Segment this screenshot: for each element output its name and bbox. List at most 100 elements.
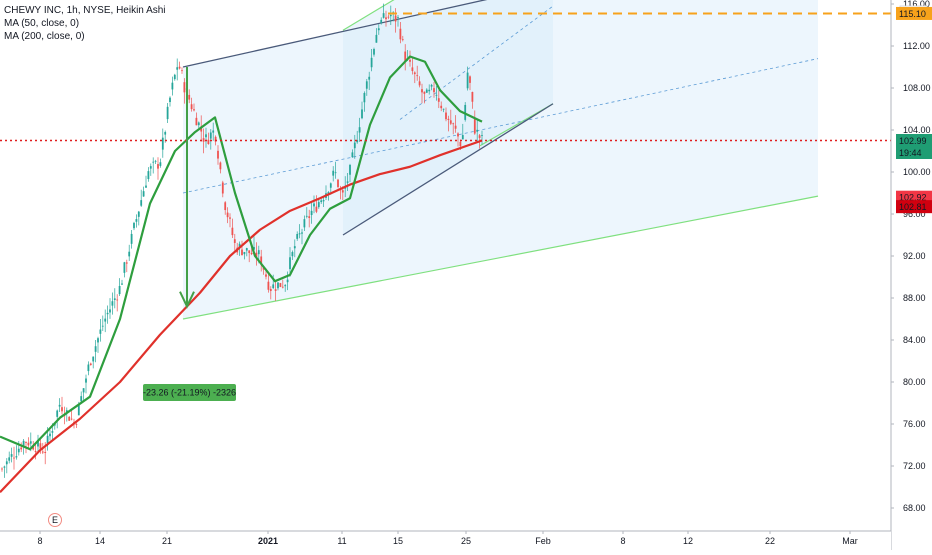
- candle-body: [433, 88, 435, 93]
- candle-body: [382, 13, 385, 18]
- event-marker-icon[interactable]: [48, 513, 62, 527]
- upper-median-line: [399, 5, 554, 120]
- ma200-legend[interactable]: MA (200, close, 0): [4, 31, 85, 42]
- candle-body: [313, 203, 315, 207]
- candle-body: [301, 232, 303, 234]
- wedge-upper-line[interactable]: [182, 0, 490, 68]
- candle-body: [389, 14, 392, 17]
- time-tick-label: 2021: [258, 536, 278, 546]
- candle-body: [85, 378, 87, 383]
- candle-body: [197, 122, 200, 126]
- candle-body: [217, 150, 219, 159]
- candle-body: [341, 190, 344, 193]
- ma50-line[interactable]: [0, 55, 483, 451]
- price-tick-label: 68.00: [903, 503, 926, 513]
- measure-arrowhead: [179, 291, 195, 309]
- time-tick-label: 12: [683, 536, 693, 546]
- candle-body: [358, 127, 361, 133]
- candle-body: [65, 410, 68, 412]
- candle-body: [310, 210, 313, 216]
- candle-body: [173, 74, 176, 80]
- ma200-price-label-box: [896, 200, 932, 214]
- candle-body: [193, 109, 195, 111]
- candle-body: [363, 92, 366, 103]
- candle-body: [327, 192, 330, 194]
- candle-body: [370, 57, 373, 68]
- candle-body: [157, 164, 159, 169]
- wedge-lower-line[interactable]: [342, 103, 554, 236]
- candle-body: [20, 447, 23, 450]
- candle-body: [445, 112, 447, 120]
- candle-body: [238, 243, 241, 248]
- candle-body: [41, 451, 44, 453]
- candle-body: [25, 442, 27, 443]
- price-tick-label: 84.00: [903, 335, 926, 345]
- candle-body: [457, 133, 459, 137]
- candle-body: [58, 404, 61, 407]
- candle-body: [250, 252, 253, 255]
- candle-body: [349, 164, 351, 175]
- candle-body: [284, 285, 287, 287]
- candle-body: [272, 284, 275, 289]
- candle-body: [190, 104, 193, 110]
- price-tick-label: 76.00: [903, 419, 926, 429]
- candle-body: [274, 289, 277, 291]
- candle-body: [459, 141, 462, 147]
- candle-body: [253, 247, 255, 250]
- candle-body: [245, 248, 248, 251]
- candle-body: [5, 461, 8, 465]
- candle-body: [409, 59, 411, 62]
- candle-body: [447, 118, 450, 120]
- upper-channel-top-line[interactable]: [342, 0, 553, 31]
- candle-body: [39, 443, 42, 449]
- bar-countdown-label-box: [896, 146, 932, 159]
- symbol-title[interactable]: CHEWY INC, 1h, NYSE, Heikin Ashi: [4, 5, 166, 16]
- price-tick-label: 96.00: [903, 209, 926, 219]
- candle-body: [461, 135, 464, 140]
- candle-body: [267, 281, 270, 290]
- channel-lower-line[interactable]: [182, 195, 819, 320]
- candle-body: [421, 89, 423, 93]
- candle-body: [181, 70, 183, 72]
- candle-body: [473, 118, 476, 134]
- candle-body: [385, 17, 387, 20]
- price-tick-label: 100.00: [903, 167, 931, 177]
- candle-body: [171, 82, 174, 90]
- candle-body: [243, 251, 246, 255]
- candle-body: [265, 274, 267, 277]
- price-tick-label: 104.00: [903, 125, 931, 135]
- candle-body: [77, 403, 80, 416]
- price-tick-label: 116.00: [903, 0, 930, 9]
- price-axis[interactable]: [891, 0, 932, 550]
- chart-legend: CHEWY INC, 1h, NYSE, Heikin Ashi MA (50,…: [4, 4, 166, 43]
- ma50-legend[interactable]: MA (50, close, 0): [4, 18, 80, 29]
- candle-body: [380, 19, 383, 23]
- candle-body: [1, 468, 3, 470]
- candle-body: [449, 120, 452, 124]
- candle-body: [80, 396, 83, 402]
- candle-body: [56, 410, 59, 417]
- candle-body: [164, 132, 167, 135]
- candle-body: [128, 251, 131, 257]
- candle-body: [377, 28, 380, 31]
- candle-body: [226, 212, 229, 218]
- time-axis[interactable]: [0, 531, 891, 550]
- candle-body: [51, 431, 54, 433]
- candle-body: [329, 183, 332, 188]
- candle-body: [70, 418, 73, 420]
- ma200-line[interactable]: [0, 139, 483, 494]
- candle-body: [286, 279, 289, 283]
- candle-body: [435, 94, 438, 96]
- candle-body: [87, 364, 90, 372]
- candle-body: [183, 82, 186, 93]
- candle-body: [281, 286, 284, 288]
- candle-body: [411, 67, 414, 72]
- candle-body: [10, 454, 13, 457]
- candle-body: [334, 172, 337, 174]
- candle-body: [149, 166, 152, 169]
- candle-body: [332, 170, 335, 176]
- ma200-price-label: 102.81: [899, 202, 927, 212]
- candle-body: [145, 185, 147, 188]
